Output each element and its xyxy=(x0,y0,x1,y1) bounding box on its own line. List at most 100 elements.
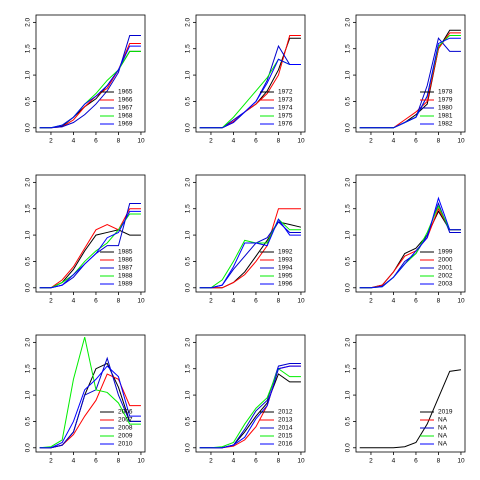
y-tick-label: 2.0 xyxy=(345,177,352,186)
legend-label: 2000 xyxy=(438,257,453,264)
legend-label: 2007 xyxy=(118,417,133,424)
y-tick-label: 1.0 xyxy=(345,70,352,79)
x-tick-label: 6 xyxy=(254,298,258,305)
x-tick-label: 8 xyxy=(437,458,441,465)
y-tick-label: 1.0 xyxy=(345,230,352,239)
y-tick-label: 2.0 xyxy=(185,177,192,186)
y-tick-label: 1.5 xyxy=(25,204,32,213)
series-line xyxy=(39,45,141,129)
legend-label: 2013 xyxy=(278,417,293,424)
y-tick-label: 0.0 xyxy=(185,123,192,132)
legend-label: 1965 xyxy=(118,89,133,96)
y-tick-label: 1.5 xyxy=(345,44,352,53)
y-tick-label: 0.0 xyxy=(25,283,32,292)
y-tick-label: 0.5 xyxy=(345,97,352,106)
x-tick-label: 8 xyxy=(277,458,281,465)
y-tick-label: 1.5 xyxy=(345,364,352,373)
series-line xyxy=(39,210,141,289)
y-tick-label: 2.0 xyxy=(345,17,352,26)
series-line xyxy=(359,37,461,129)
series-line xyxy=(39,356,141,449)
series-line xyxy=(39,336,141,449)
legend-label: NA xyxy=(438,425,448,432)
y-tick-label: 2.0 xyxy=(25,17,32,26)
legend-label: 1988 xyxy=(118,273,133,280)
x-tick-label: 8 xyxy=(437,298,441,305)
legend-label: 1999 xyxy=(438,249,453,256)
legend-label: 2003 xyxy=(438,281,453,288)
legend-label: 1995 xyxy=(278,273,293,280)
y-tick-label: 0.0 xyxy=(185,283,192,292)
series-line xyxy=(199,218,301,289)
x-tick-label: 8 xyxy=(117,458,121,465)
y-tick-label: 2.0 xyxy=(25,177,32,186)
legend-label: 1979 xyxy=(438,97,453,104)
x-tick-label: 2 xyxy=(209,138,213,145)
x-tick-label: 4 xyxy=(392,138,396,145)
x-tick-label: 6 xyxy=(254,458,258,465)
x-tick-label: 4 xyxy=(232,138,236,145)
legend-label: 1969 xyxy=(118,121,133,128)
y-tick-label: 1.5 xyxy=(185,204,192,213)
x-tick-label: 10 xyxy=(297,138,305,145)
y-tick-label: 0.0 xyxy=(185,443,192,452)
x-tick-label: 6 xyxy=(414,458,418,465)
legend-label: 2006 xyxy=(118,409,133,416)
series-line xyxy=(199,218,301,289)
plot-frame xyxy=(195,334,306,453)
x-tick-label: 2 xyxy=(49,298,53,305)
x-tick-label: 4 xyxy=(72,458,76,465)
y-tick-label: 0.5 xyxy=(25,97,32,106)
legend-label: 1980 xyxy=(438,105,453,112)
legend-label: 1994 xyxy=(278,265,293,272)
legend-label: 1972 xyxy=(278,89,293,96)
y-tick-label: 0.5 xyxy=(25,257,32,266)
legend-label: 2008 xyxy=(118,425,133,432)
x-tick-label: 10 xyxy=(457,458,465,465)
x-tick-label: 6 xyxy=(414,298,418,305)
plot-frame xyxy=(35,174,146,293)
y-tick-label: 1.5 xyxy=(345,204,352,213)
legend-label: 2019 xyxy=(438,409,453,416)
x-tick-label: 6 xyxy=(94,138,98,145)
x-tick-label: 8 xyxy=(117,298,121,305)
x-tick-label: 4 xyxy=(392,298,396,305)
series-line xyxy=(199,208,301,289)
y-tick-label: 2.0 xyxy=(185,337,192,346)
y-tick-label: 0.0 xyxy=(25,443,32,452)
x-tick-label: 10 xyxy=(137,138,145,145)
x-tick-label: 2 xyxy=(369,138,373,145)
x-tick-label: 2 xyxy=(369,298,373,305)
x-tick-label: 4 xyxy=(392,458,396,465)
y-tick-label: 0.0 xyxy=(25,123,32,132)
legend-label: 1985 xyxy=(118,249,133,256)
legend-label: 1966 xyxy=(118,97,133,104)
x-tick-label: 2 xyxy=(369,458,373,465)
legend-label: 2015 xyxy=(278,433,293,440)
plot-frame xyxy=(195,174,306,293)
x-tick-label: 8 xyxy=(437,138,441,145)
x-tick-label: 8 xyxy=(277,298,281,305)
y-tick-label: 0.0 xyxy=(345,443,352,452)
y-tick-label: 2.0 xyxy=(25,337,32,346)
x-tick-label: 4 xyxy=(232,458,236,465)
legend-label: 1975 xyxy=(278,113,293,120)
plot-frame xyxy=(355,334,466,453)
series-line xyxy=(199,367,301,449)
x-tick-label: 8 xyxy=(277,138,281,145)
x-tick-label: 4 xyxy=(232,298,236,305)
series-line xyxy=(39,35,141,129)
series-line xyxy=(39,208,141,289)
series-line xyxy=(359,369,462,449)
y-tick-label: 1.5 xyxy=(25,364,32,373)
x-tick-label: 10 xyxy=(297,458,305,465)
y-tick-label: 1.5 xyxy=(25,44,32,53)
legend-label: 1967 xyxy=(118,105,133,112)
legend-label: 2009 xyxy=(118,433,133,440)
legend-label: 1968 xyxy=(118,113,133,120)
legend-label: NA xyxy=(438,441,448,448)
legend-label: 1981 xyxy=(438,113,453,120)
legend-label: 1974 xyxy=(278,105,293,112)
x-tick-label: 2 xyxy=(49,458,53,465)
